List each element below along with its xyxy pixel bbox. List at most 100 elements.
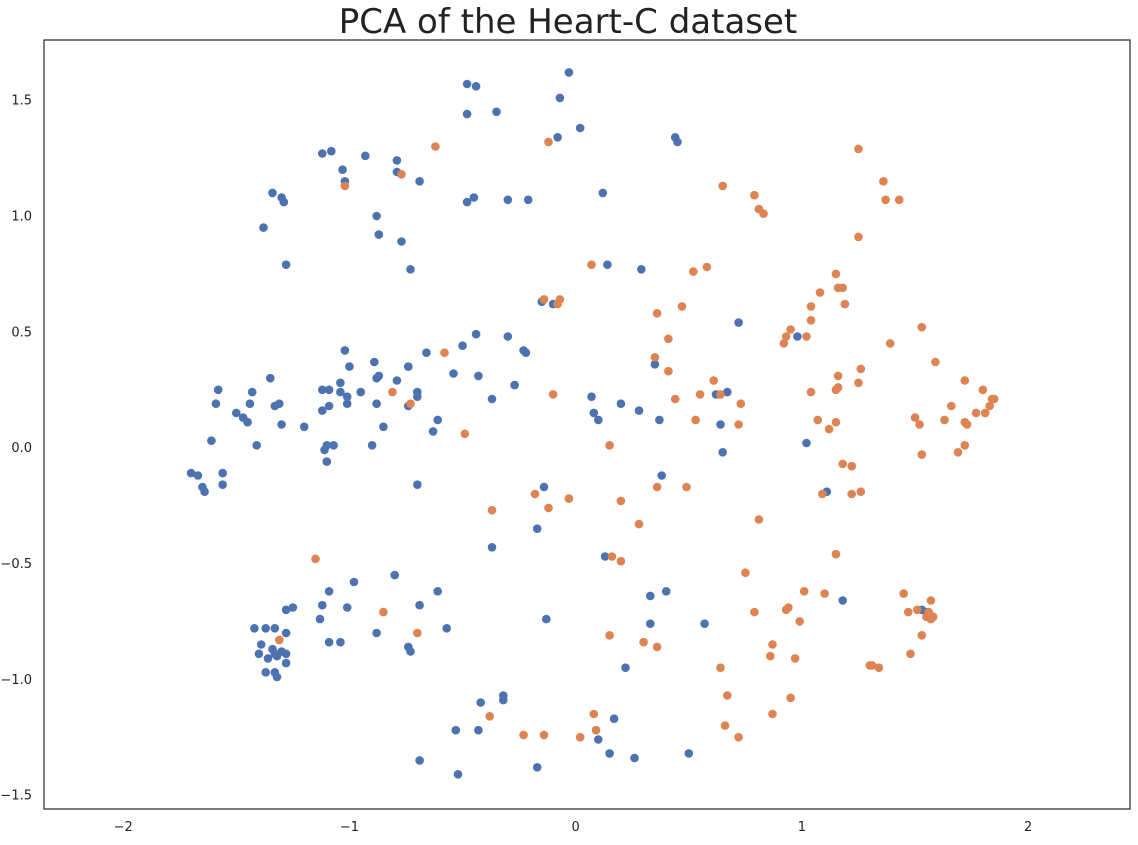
data-point-s0-68 [324,401,334,411]
data-point-s1-38 [833,371,843,381]
data-point-s0-123 [433,587,443,596]
data-point-s0-158 [476,698,486,707]
data-point-s1-130 [591,725,601,735]
data-point-s1-69 [691,415,700,425]
data-point-s0-60 [211,399,221,409]
data-point-s1-37 [856,364,866,374]
data-point-s0-125 [288,603,298,612]
data-point-s0-149 [406,647,415,656]
data-point-s1-45 [833,383,843,392]
data-point-s1-74 [953,448,963,457]
data-point-s1-2 [397,170,406,179]
data-point-s0-3 [492,107,501,117]
data-point-s1-3 [340,181,350,191]
data-point-s1-132 [539,730,549,740]
ticks-layer: −2 −1 0 1 2 −1.5 −1.0 −0.5 0.0 0.5 1.0 1.5 [0,94,1032,835]
data-point-s1-65 [962,420,972,429]
data-point-s1-62 [915,420,924,429]
data-point-s1-98 [750,607,759,617]
data-point-s0-78 [277,420,286,429]
data-point-s1-76 [652,482,662,492]
data-point-s1-63 [940,415,949,425]
data-point-s1-120 [716,663,725,672]
data-point-s1-68 [824,424,834,434]
data-point-s1-29 [786,325,795,334]
data-point-s0-128 [415,600,424,610]
data-point-s1-101 [904,607,913,617]
data-point-s1-87 [818,489,827,499]
data-point-s0-80 [433,415,443,425]
data-point-s0-114 [661,587,671,596]
data-point-s0-56 [449,369,458,378]
data-point-s0-155 [621,663,630,672]
data-point-s0-63 [270,401,280,411]
data-point-s1-111 [275,635,284,645]
data-point-s1-94 [741,568,750,577]
data-point-s1-134 [734,732,743,742]
data-point-s1-59 [971,408,981,418]
data-point-s1-131 [519,730,528,740]
x-tick-label: −1 [340,820,359,835]
data-point-s0-11 [327,146,336,156]
data-point-s1-128 [768,709,777,719]
data-point-s1-127 [589,709,599,719]
data-point-s1-40 [931,357,940,367]
data-point-s1-25 [677,302,687,311]
data-point-s1-126 [485,712,495,721]
data-point-s0-157 [499,695,508,705]
data-point-s0-87 [367,441,377,450]
data-point-s1-108 [379,607,388,617]
data-point-s0-127 [342,603,352,612]
data-point-s0-112 [487,543,497,552]
data-point-s0-124 [281,605,291,615]
data-point-s0-27 [259,223,268,232]
data-point-s1-48 [548,390,558,399]
data-point-s1-58 [980,408,990,418]
data-point-s0-26 [372,211,381,221]
data-point-s1-116 [917,631,927,640]
data-point-s1-13 [587,260,596,270]
data-point-s0-1 [471,82,481,91]
data-point-s1-27 [917,322,927,332]
data-point-s0-160 [451,725,461,735]
data-point-s0-142 [254,649,264,659]
data-point-s0-143 [263,654,273,663]
data-point-s1-123 [874,663,884,672]
data-point-s1-14 [702,262,712,272]
data-point-s1-4 [854,144,863,154]
data-point-s0-134 [281,628,291,638]
data-point-s1-92 [831,549,841,559]
data-point-s0-18 [268,188,277,198]
data-point-s0-37 [471,329,481,339]
data-point-s0-121 [349,577,359,587]
data-point-s0-126 [318,600,327,610]
data-point-s0-91 [218,468,227,478]
data-point-s0-4 [555,93,565,103]
data-point-s1-90 [607,552,617,561]
data-point-s1-32 [779,339,789,348]
data-point-s0-129 [315,614,325,624]
data-point-s0-70 [342,392,352,402]
data-point-s0-138 [336,637,345,647]
data-point-s0-22 [462,197,472,207]
data-point-s0-44 [324,385,334,395]
data-point-s0-161 [474,725,483,735]
data-point-s1-46 [806,387,816,397]
data-point-s1-72 [960,441,970,450]
data-point-s0-79 [299,422,309,432]
data-point-s0-14 [338,165,347,174]
x-tick-label: 0 [572,820,580,835]
data-point-s0-153 [646,619,655,628]
data-point-s1-110 [413,628,422,638]
x-tick-label: 1 [798,820,806,835]
data-point-s0-136 [442,624,452,633]
data-point-s0-152 [272,672,282,682]
data-point-s1-7 [894,195,904,205]
data-point-s0-81 [428,427,438,436]
data-point-s1-34 [664,334,673,344]
data-point-s1-15 [689,267,698,276]
data-point-s0-17 [415,177,424,186]
data-point-s1-66 [813,415,823,425]
data-point-s0-54 [521,348,531,358]
